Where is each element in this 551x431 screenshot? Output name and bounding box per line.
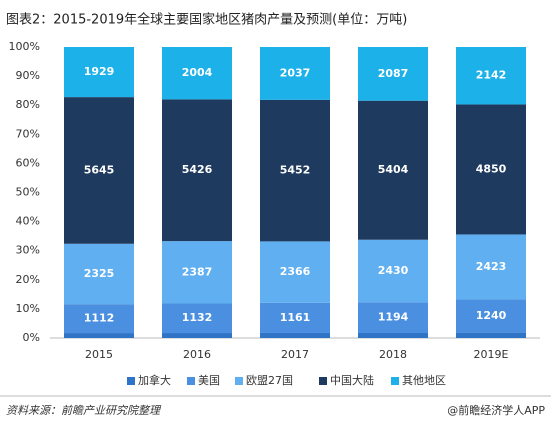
y-tick-label: 90% (16, 69, 40, 82)
source: 资料来源：前瞻产业研究院整理 (6, 404, 162, 417)
legend-swatch (319, 377, 327, 385)
bar-segment (456, 332, 526, 338)
data-label: 1161 (280, 311, 311, 324)
data-label: 2423 (476, 260, 507, 273)
bar-segment (456, 104, 526, 235)
bar-segment (358, 332, 428, 338)
data-label: 5645 (84, 163, 115, 176)
data-label: 5404 (378, 163, 409, 176)
data-label: 1132 (182, 311, 213, 324)
x-tick-label: 2018 (379, 348, 407, 361)
y-tick-label: 10% (16, 302, 40, 315)
bar-segment (162, 333, 232, 338)
x-tick-label: 2016 (183, 348, 211, 361)
y-tick-label: 100% (9, 40, 40, 53)
legend-swatch (391, 377, 399, 385)
y-tick-label: 30% (16, 244, 40, 257)
y-tick-label: 60% (16, 156, 40, 169)
bar-segment (358, 239, 428, 303)
bar-segment (456, 299, 526, 333)
x-tick-label: 2019E (474, 348, 509, 361)
data-label: 2430 (378, 264, 409, 277)
bar-segment (64, 304, 134, 334)
bar-segment (456, 234, 526, 300)
x-tick-label: 2017 (281, 348, 309, 361)
bar-segment (64, 97, 134, 244)
bar-segment (162, 99, 232, 242)
data-label: 1929 (84, 65, 115, 78)
bar-segment (358, 100, 428, 240)
bar-segment (260, 302, 330, 333)
bar-segment (162, 47, 232, 100)
legend-swatch (187, 377, 195, 385)
bar-segment (358, 302, 428, 333)
x-tick-label: 2015 (85, 348, 113, 361)
bar-segment (64, 333, 134, 338)
bar-segment (358, 47, 428, 101)
legend-label: 美国 (198, 374, 220, 387)
data-label: 5452 (280, 164, 311, 177)
y-tick-label: 50% (16, 186, 40, 199)
data-label: 2087 (378, 67, 409, 80)
data-label: 2037 (280, 66, 311, 79)
data-label: 2366 (280, 265, 311, 278)
y-tick-label: 0% (23, 331, 40, 344)
data-label: 1194 (378, 311, 409, 324)
legend-label: 其他地区 (402, 374, 446, 387)
y-tick-label: 20% (16, 273, 40, 286)
bar-segment (456, 47, 526, 105)
data-label: 4850 (476, 162, 507, 175)
data-label: 2004 (182, 66, 213, 79)
bar-segment (64, 243, 134, 305)
legend-swatch (127, 377, 135, 385)
data-label: 1240 (476, 309, 507, 322)
bar-segment (260, 241, 330, 303)
y-tick-label: 80% (16, 98, 40, 111)
legend-label: 欧盟27国 (246, 374, 293, 387)
bar-segment (162, 303, 232, 334)
legend-label: 加拿大 (138, 373, 171, 387)
bar-segment (260, 47, 330, 100)
data-label: 2325 (84, 267, 115, 280)
y-tick-label: 70% (16, 127, 40, 140)
data-label: 1112 (84, 312, 115, 325)
bar-segment (64, 47, 134, 98)
bar-segment (260, 99, 330, 242)
legend-swatch (235, 377, 243, 385)
data-label: 2142 (476, 69, 507, 82)
credit: @前瞻经济学人APP (447, 403, 545, 417)
legend-label: 中国大陆 (330, 373, 374, 387)
bar-segment (162, 241, 232, 304)
data-label: 2387 (182, 265, 213, 278)
y-tick-label: 40% (16, 215, 40, 228)
chart-title: 图表2：2015-2019年全球主要国家地区猪肉产量及预测(单位：万吨) (6, 12, 407, 28)
data-label: 5426 (182, 163, 213, 176)
bar-segment (260, 332, 330, 338)
